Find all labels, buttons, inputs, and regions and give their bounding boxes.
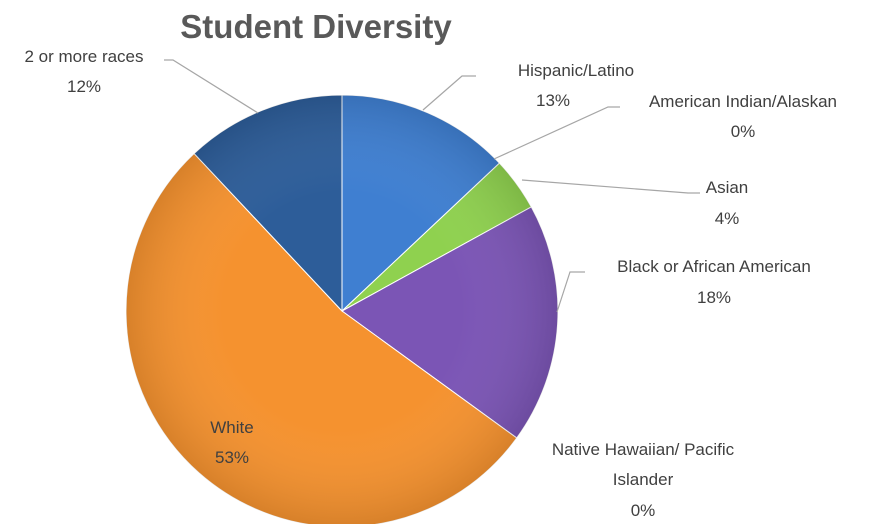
slice-category-label: Native Hawaiian/ Pacific	[552, 440, 735, 459]
slice-labels: Hispanic/Latino 13% American Indian/Alaska…	[24, 47, 837, 520]
leader-line	[556, 271, 585, 313]
leader-line	[521, 179, 700, 194]
slice-percent-label: 13%	[536, 91, 570, 110]
slice-category-label: Asian	[706, 178, 749, 197]
slice-category-label: White	[210, 418, 253, 437]
slice-percent-label: 0%	[631, 501, 656, 520]
leader-lines	[164, 59, 700, 313]
leader-line	[164, 59, 259, 114]
slice-category-label: American Indian/Alaskan	[649, 92, 837, 111]
chart-title: Student Diversity	[180, 8, 452, 45]
slice-category-label: Black or African American	[617, 257, 811, 276]
slice-category-label: 2 or more races	[24, 47, 143, 66]
slice-percent-label: 4%	[715, 209, 740, 228]
slice-percent-label: 0%	[731, 122, 756, 141]
slice-percent-label: 12%	[67, 77, 101, 96]
pie-slices	[125, 94, 559, 524]
slice-category-label: Hispanic/Latino	[518, 61, 634, 80]
leader-line	[493, 106, 620, 160]
leader-line	[422, 75, 476, 111]
slice-category-label: Islander	[613, 470, 674, 489]
slice-percent-label: 53%	[215, 448, 249, 467]
slice-percent-label: 18%	[697, 288, 731, 307]
